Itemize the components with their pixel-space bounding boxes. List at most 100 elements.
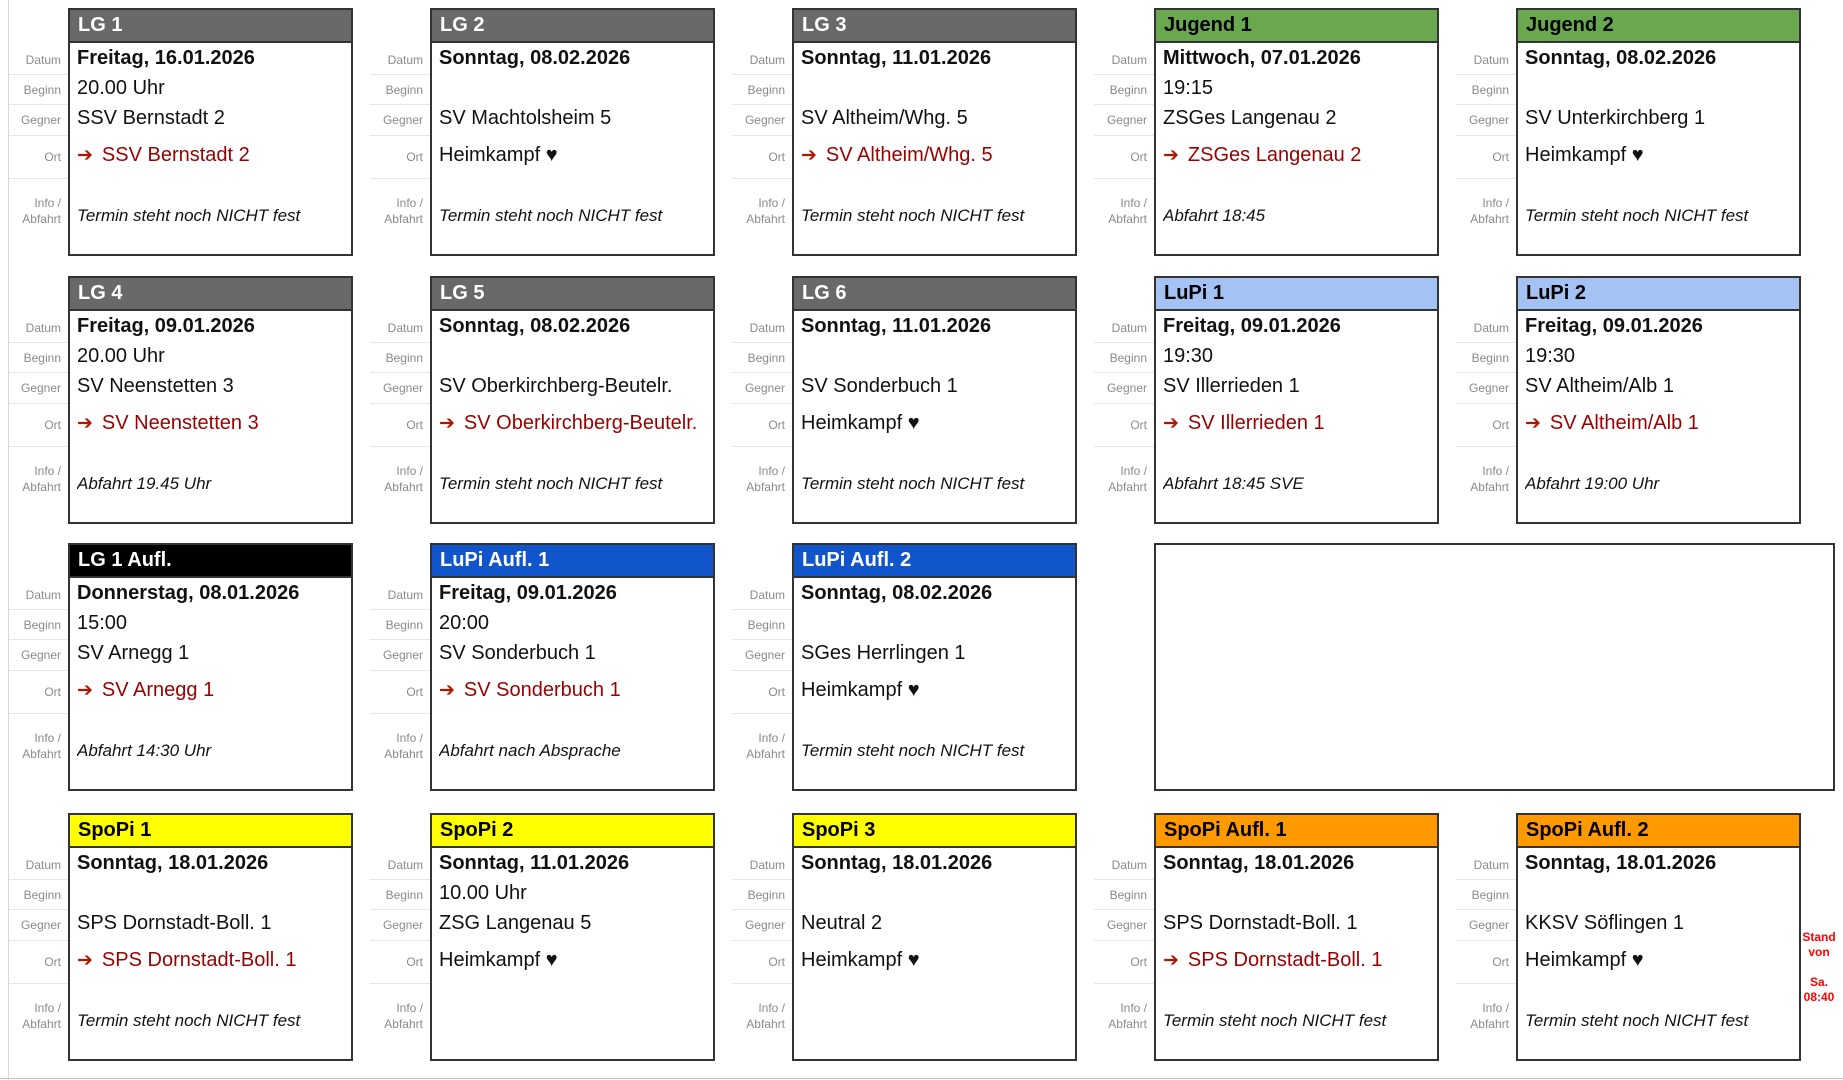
- card-body: Sonntag, 11.01.2026 SV Altheim/Whg. 5 ➔ SV …: [794, 43, 1075, 254]
- match-card-lupi-2: LuPi 2 Freitag, 09.01.2026 19:30 SV Altheim…: [1516, 276, 1801, 524]
- row-label-gegner: Gegner: [370, 640, 430, 671]
- row-label-info-line: Abfahrt: [22, 480, 61, 494]
- match-date: Sonntag, 08.02.2026: [801, 581, 993, 604]
- match-location[interactable]: ➔ SPS Dornstadt-Boll. 1: [77, 939, 351, 982]
- row-label-beginn: Beginn: [8, 343, 68, 373]
- match-date: Sonntag, 18.01.2026: [801, 851, 993, 874]
- row-label-info-line: Abfahrt: [384, 480, 423, 494]
- match-date: Donnerstag, 08.01.2026: [77, 581, 300, 604]
- card-title: SpoPi 2: [432, 815, 713, 848]
- card-title: LuPi Aufl. 2: [794, 545, 1075, 578]
- match-unit-spopi-2: Datum Beginn Gegner Ort Info / Abfahrt SpoPi 2…: [370, 813, 732, 1080]
- match-location: Heimkampf ♥: [801, 949, 920, 971]
- row-label-ort: Ort: [8, 136, 68, 179]
- row-label-info-line: Info /: [34, 1001, 61, 1016]
- row-label-beginn: Beginn: [1094, 343, 1154, 373]
- row-label-ort: Ort: [370, 941, 430, 984]
- match-opponent: SV Sonderbuch 1: [439, 642, 596, 664]
- match-time: 19:30: [1163, 344, 1214, 367]
- label-gutter: Datum Beginn Gegner Ort Info / Abfahrt: [1094, 276, 1154, 513]
- match-card-spopi-aufl-2: SpoPi Aufl. 2 Sonntag, 18.01.2026 KKSV Söf…: [1516, 813, 1801, 1061]
- match-location: Heimkampf ♥: [439, 949, 558, 971]
- row-label-datum: Datum: [8, 580, 68, 610]
- match-location[interactable]: ➔ SV Arnegg 1: [77, 669, 351, 712]
- match-unit-lupi-aufl-1: Datum Beginn Gegner Ort Info / Abfahrt LuPi Au…: [370, 543, 732, 813]
- row-label-info-line: Abfahrt: [22, 212, 61, 226]
- row-label-info-line: Abfahrt: [384, 212, 423, 226]
- row-label-beginn: Beginn: [732, 343, 792, 373]
- row-label-datum: Datum: [732, 45, 792, 75]
- row-label-beginn: Beginn: [1456, 343, 1516, 373]
- row-label-info-abfahrt: Info / Abfahrt: [732, 984, 792, 1050]
- row-label-gegner: Gegner: [732, 105, 792, 136]
- match-location[interactable]: ➔ SV Illerrieden 1: [1163, 402, 1437, 445]
- row-label-ort: Ort: [1094, 404, 1154, 447]
- away-arrow-icon: ➔: [1163, 413, 1179, 434]
- card-title: LG 3: [794, 10, 1075, 43]
- row-label-info-abfahrt: Info / Abfahrt: [732, 447, 792, 513]
- row-label-info-line: Abfahrt: [1108, 212, 1147, 226]
- label-gutter: Datum Beginn Gegner Ort Info / Abfahrt: [1094, 813, 1154, 1050]
- match-location: Heimkampf ♥: [801, 412, 920, 434]
- row-label-info-line: Info /: [1120, 464, 1147, 479]
- row-label-info-line: Abfahrt: [22, 747, 61, 761]
- match-location[interactable]: ➔ SPS Dornstadt-Boll. 1: [1163, 939, 1437, 982]
- row-label-info-abfahrt: Info / Abfahrt: [1456, 984, 1516, 1050]
- card-body: Sonntag, 08.02.2026 SV Unterkirchberg 1 He…: [1518, 43, 1799, 254]
- row-label-gegner: Gegner: [8, 640, 68, 671]
- match-info: Termin steht noch NICHT fest: [801, 205, 1025, 225]
- row-label-ort: Ort: [1456, 404, 1516, 447]
- row-label-datum: Datum: [8, 45, 68, 75]
- away-location-text: SV Oberkirchberg-Beutelr.: [463, 412, 698, 434]
- match-unit-lg-6: Datum Beginn Gegner Ort Info / Abfahrt LG 6 Son…: [732, 276, 1094, 543]
- row-label-beginn: Beginn: [1456, 75, 1516, 105]
- row-label-datum: Datum: [370, 580, 430, 610]
- match-location[interactable]: ➔ SV Sonderbuch 1: [439, 669, 713, 712]
- match-location[interactable]: ➔ SV Altheim/Whg. 5: [801, 134, 1075, 177]
- row-label-info-abfahrt: Info / Abfahrt: [8, 179, 68, 245]
- match-location[interactable]: ➔ SV Altheim/Alb 1: [1525, 402, 1799, 445]
- match-opponent: SV Oberkirchberg-Beutelr.: [439, 375, 673, 397]
- row-label-datum: Datum: [370, 45, 430, 75]
- label-gutter: Datum Beginn Gegner Ort Info / Abfahrt: [370, 276, 430, 513]
- row-label-datum: Datum: [8, 850, 68, 880]
- match-date: Sonntag, 11.01.2026: [801, 46, 992, 69]
- match-location[interactable]: ➔ ZSGes Langenau 2: [1163, 134, 1437, 177]
- row-label-beginn: Beginn: [732, 880, 792, 910]
- row-label-gegner: Gegner: [732, 373, 792, 404]
- card-body: Freitag, 09.01.2026 19:30 SV Altheim/Alb 1…: [1518, 311, 1799, 522]
- table-left-border: [8, 0, 9, 1080]
- match-date: Sonntag, 18.01.2026: [1163, 851, 1355, 874]
- match-time: 20.00 Uhr: [77, 76, 165, 99]
- row-label-info-line: Abfahrt: [22, 1017, 61, 1031]
- match-location[interactable]: ➔ SV Oberkirchberg-Beutelr.: [439, 402, 713, 445]
- match-info: [801, 982, 1075, 1059]
- label-gutter: Datum Beginn Gegner Ort Info / Abfahrt: [1456, 813, 1516, 1050]
- match-date: Freitag, 09.01.2026: [439, 581, 617, 604]
- row-label-ort: Ort: [1094, 941, 1154, 984]
- row-label-info-line: Info /: [396, 1001, 423, 1016]
- match-date: Freitag, 09.01.2026: [1163, 314, 1341, 337]
- away-location-text: SV Illerrieden 1: [1187, 412, 1325, 434]
- match-time: [1525, 73, 1799, 103]
- row-label-datum: Datum: [1094, 313, 1154, 343]
- card-body: Freitag, 09.01.2026 20.00 Uhr SV Neenstett…: [70, 311, 351, 522]
- match-card-jugend-2: Jugend 2 Sonntag, 08.02.2026 SV Unterkirch…: [1516, 8, 1801, 256]
- match-location[interactable]: ➔ SV Neenstetten 3: [77, 402, 351, 445]
- card-body: Sonntag, 18.01.2026 SPS Dornstadt-Boll. 1…: [70, 848, 351, 1059]
- row-label-info-abfahrt: Info / Abfahrt: [732, 179, 792, 245]
- away-arrow-icon: ➔: [77, 413, 93, 434]
- match-opponent: SV Arnegg 1: [77, 642, 190, 664]
- match-location: Heimkampf ♥: [439, 144, 558, 166]
- card-title: SpoPi 1: [70, 815, 351, 848]
- row-label-info-line: Info /: [1120, 196, 1147, 211]
- card-body: Sonntag, 18.01.2026 SPS Dornstadt-Boll. 1…: [1156, 848, 1437, 1059]
- match-info: Abfahrt 19:00 Uhr: [1525, 473, 1660, 493]
- row-label-gegner: Gegner: [732, 910, 792, 941]
- row-label-info-line: Abfahrt: [1108, 480, 1147, 494]
- match-location[interactable]: ➔ SSV Bernstadt 2: [77, 134, 351, 177]
- away-location-text: SSV Bernstadt 2: [101, 144, 250, 166]
- card-body: Sonntag, 08.02.2026 SV Oberkirchberg-Beut…: [432, 311, 713, 522]
